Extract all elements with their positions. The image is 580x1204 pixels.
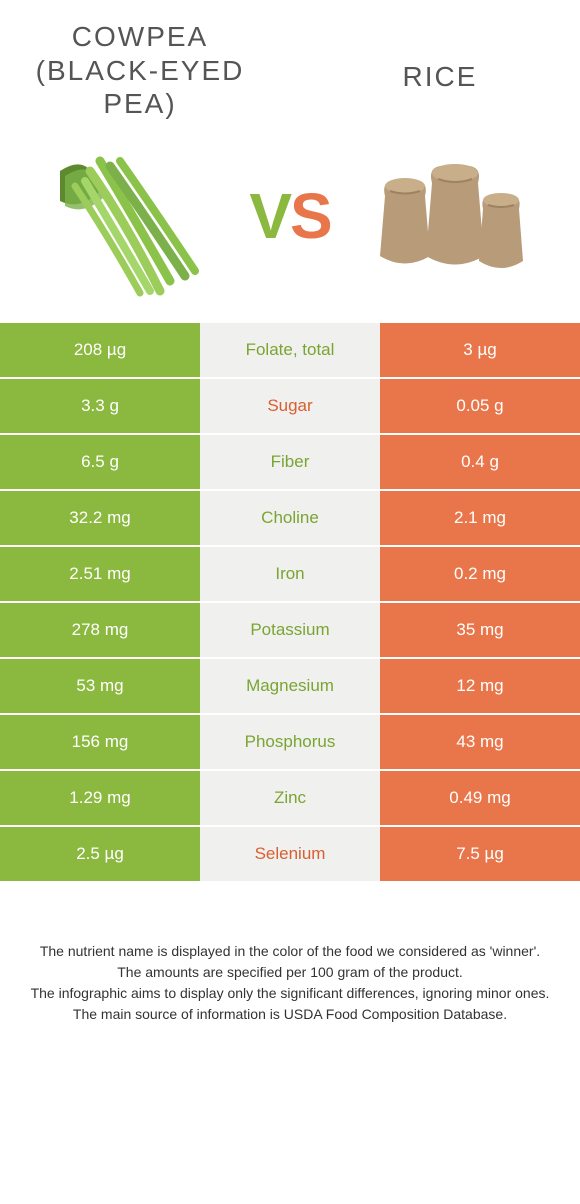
nutrient-label: Fiber	[200, 435, 380, 489]
right-value: 35 mg	[380, 603, 580, 657]
nutrient-label: Iron	[200, 547, 380, 601]
table-row: 32.2 mgCholine2.1 mg	[0, 489, 580, 545]
right-value: 43 mg	[380, 715, 580, 769]
right-food-title: RICE	[330, 20, 550, 94]
nutrient-table: 208 µgFolate, total3 µg3.3 gSugar0.05 g6…	[0, 321, 580, 881]
footnote-line: The amounts are specified per 100 gram o…	[30, 962, 550, 983]
right-value: 12 mg	[380, 659, 580, 713]
infographic-container: COWPEA (BLACK-EYED PEA) RICE VS	[0, 0, 580, 1045]
nutrient-label: Potassium	[200, 603, 380, 657]
left-food-title: COWPEA (BLACK-EYED PEA)	[30, 20, 250, 121]
left-food-image	[30, 131, 230, 301]
footnote-line: The main source of information is USDA F…	[30, 1004, 550, 1025]
nutrient-label: Sugar	[200, 379, 380, 433]
left-value: 1.29 mg	[0, 771, 200, 825]
nutrient-label: Magnesium	[200, 659, 380, 713]
vs-s: S	[290, 180, 331, 252]
vs-v: V	[249, 180, 290, 252]
table-row: 2.51 mgIron0.2 mg	[0, 545, 580, 601]
nutrient-label: Selenium	[200, 827, 380, 881]
nutrient-label: Zinc	[200, 771, 380, 825]
left-value: 278 mg	[0, 603, 200, 657]
left-value: 2.5 µg	[0, 827, 200, 881]
right-food-image	[350, 131, 550, 301]
left-value: 32.2 mg	[0, 491, 200, 545]
right-value: 0.49 mg	[380, 771, 580, 825]
right-value: 0.4 g	[380, 435, 580, 489]
table-row: 156 mgPhosphorus43 mg	[0, 713, 580, 769]
left-value: 2.51 mg	[0, 547, 200, 601]
table-row: 1.29 mgZinc0.49 mg	[0, 769, 580, 825]
left-value: 53 mg	[0, 659, 200, 713]
footnote-line: The nutrient name is displayed in the co…	[30, 941, 550, 962]
table-row: 208 µgFolate, total3 µg	[0, 321, 580, 377]
nutrient-label: Choline	[200, 491, 380, 545]
right-value: 0.2 mg	[380, 547, 580, 601]
images-row: VS	[0, 121, 580, 321]
nutrient-label: Phosphorus	[200, 715, 380, 769]
left-value: 156 mg	[0, 715, 200, 769]
right-value: 7.5 µg	[380, 827, 580, 881]
nutrient-label: Folate, total	[200, 323, 380, 377]
right-value: 3 µg	[380, 323, 580, 377]
header: COWPEA (BLACK-EYED PEA) RICE	[0, 0, 580, 121]
left-value: 6.5 g	[0, 435, 200, 489]
table-row: 6.5 gFiber0.4 g	[0, 433, 580, 489]
table-row: 3.3 gSugar0.05 g	[0, 377, 580, 433]
table-row: 53 mgMagnesium12 mg	[0, 657, 580, 713]
footnote-line: The infographic aims to display only the…	[30, 983, 550, 1004]
right-value: 2.1 mg	[380, 491, 580, 545]
footnotes: The nutrient name is displayed in the co…	[0, 881, 580, 1045]
right-value: 0.05 g	[380, 379, 580, 433]
left-value: 3.3 g	[0, 379, 200, 433]
vs-label: VS	[249, 179, 330, 253]
table-row: 278 mgPotassium35 mg	[0, 601, 580, 657]
table-row: 2.5 µgSelenium7.5 µg	[0, 825, 580, 881]
left-value: 208 µg	[0, 323, 200, 377]
